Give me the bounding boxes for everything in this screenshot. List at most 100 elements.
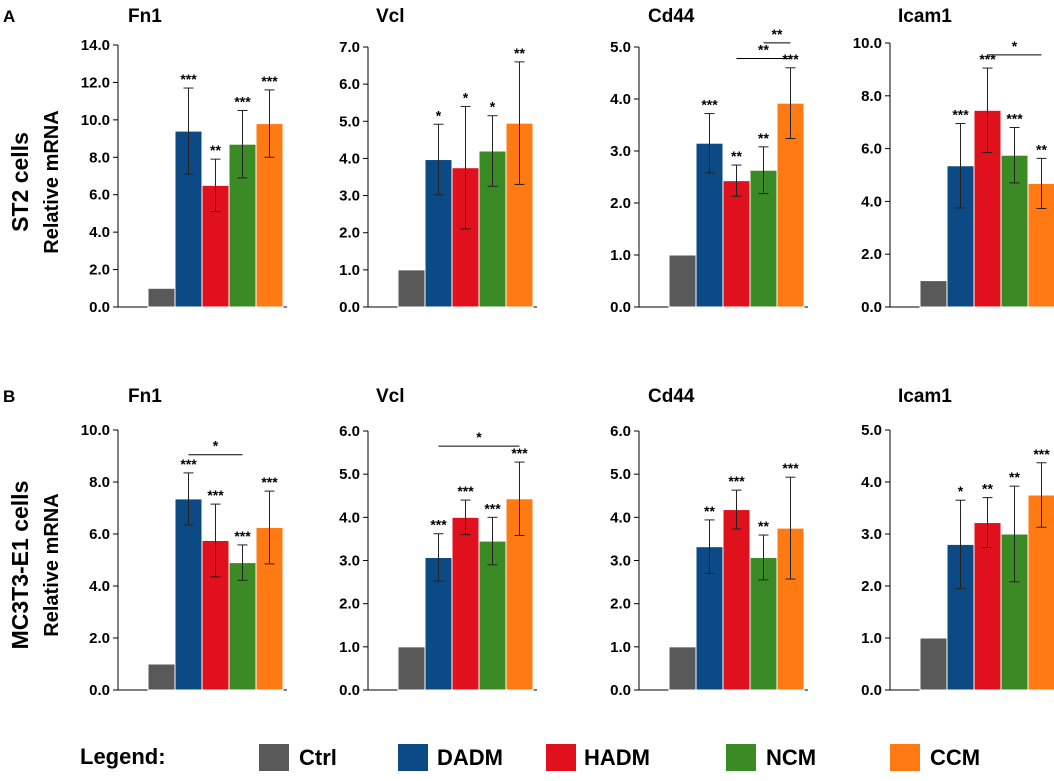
y-tick-label: 8.0 (89, 474, 110, 491)
legend-label-dadm: DADM (437, 745, 503, 770)
y-tick-label: 2.0 (339, 225, 360, 242)
y-tick-label: 0.0 (610, 299, 631, 316)
bar-hadm (722, 509, 751, 691)
bar-ctrl (668, 254, 697, 308)
legend-swatch-ccm (890, 744, 920, 771)
legend-title: Legend: (80, 744, 166, 769)
y-tick-label: 6.0 (861, 141, 882, 158)
y-tick-label: 0.0 (861, 299, 882, 316)
bar-ncm (228, 562, 257, 691)
significance-label: * (436, 107, 442, 123)
bracket-label: * (213, 438, 219, 454)
legend-swatch-hadm (546, 744, 576, 771)
chart-title: Fn1 (128, 6, 162, 27)
significance-label: *** (979, 51, 996, 67)
bracket-label: ** (772, 26, 783, 42)
bracket-label: * (1012, 38, 1018, 54)
chart-title: Vcl (376, 6, 405, 27)
bar-hadm (973, 522, 1002, 691)
y-label-a: Relative mRNA (41, 110, 63, 253)
y-tick-label: 0.0 (861, 682, 882, 699)
significance-label: *** (234, 528, 251, 544)
y-tick-label: 3.0 (339, 553, 360, 570)
legend: Legend: Ctrl DADM HADM NCM CCM (80, 744, 980, 771)
y-tick-label: 4.0 (610, 509, 631, 526)
significance-label: *** (1033, 446, 1050, 462)
significance-label: ** (758, 518, 769, 534)
bracket-label: ** (758, 41, 769, 57)
y-tick-label: 6.0 (339, 423, 360, 440)
bar-ctrl (147, 287, 176, 308)
y-tick-label: 6.0 (339, 76, 360, 93)
significance-label: *** (207, 487, 224, 503)
y-tick-label: 7.0 (339, 39, 360, 56)
y-tick-label: 6.0 (89, 187, 110, 204)
legend-swatch-dadm (398, 744, 428, 771)
significance-label: *** (952, 107, 969, 123)
bar-ncm (228, 143, 257, 308)
significance-label: *** (234, 94, 251, 110)
y-tick-label: 12.0 (81, 74, 110, 91)
chart-title: Icam1 (898, 386, 952, 407)
y-tick-label: 0.0 (89, 682, 110, 699)
significance-label: *** (728, 473, 745, 489)
y-tick-label: 3.0 (861, 526, 882, 543)
row-label-mc3t3: MC3T3-E1 cells (7, 481, 33, 650)
significance-label: ** (514, 45, 525, 61)
y-tick-label: 2.0 (339, 596, 360, 613)
bar-dadm (174, 498, 203, 691)
y-tick-label: 1.0 (339, 639, 360, 656)
significance-label: ** (758, 130, 769, 146)
panel-letter-b: B (3, 387, 15, 406)
bar-ctrl (668, 646, 697, 691)
y-tick-label: 1.0 (610, 639, 631, 656)
y-tick-label: 5.0 (861, 422, 882, 439)
significance-label: *** (782, 51, 799, 67)
legend-swatch-ncm (726, 744, 756, 771)
y-tick-label: 1.0 (861, 630, 882, 647)
significance-label: *** (430, 517, 447, 533)
y-tick-label: 8.0 (861, 88, 882, 105)
bar-ctrl (147, 663, 176, 691)
y-tick-label: 2.0 (861, 246, 882, 263)
significance-label: *** (261, 73, 278, 89)
y-tick-label: 4.0 (339, 509, 360, 526)
y-tick-label: 2.0 (610, 195, 631, 212)
panel-letter-a: A (3, 7, 15, 26)
significance-label: *** (1006, 110, 1023, 126)
y-tick-label: 0.0 (89, 299, 110, 316)
bar-hadm (201, 184, 230, 308)
legend-label-hadm: HADM (584, 745, 650, 770)
y-tick-label: 0.0 (339, 682, 360, 699)
y-tick-label: 0.0 (610, 682, 631, 699)
row-label-st2: ST2 cells (7, 132, 33, 232)
significance-label: ** (731, 148, 742, 164)
significance-label: *** (180, 71, 197, 87)
significance-label: ** (1036, 141, 1047, 157)
significance-label: ** (1009, 469, 1020, 485)
chart-title: Icam1 (898, 6, 952, 27)
significance-label: ** (704, 503, 715, 519)
y-tick-label: 10.0 (81, 422, 110, 439)
y-tick-label: 6.0 (610, 423, 631, 440)
y-tick-label: 1.0 (339, 262, 360, 279)
y-label-b: Relative mRNA (41, 493, 63, 636)
bar-ctrl (397, 646, 426, 691)
y-tick-label: 3.0 (339, 188, 360, 205)
significance-label: *** (457, 483, 474, 499)
y-tick-label: 0.0 (339, 299, 360, 316)
bar-ctrl (919, 280, 948, 308)
y-tick-label: 4.0 (610, 91, 631, 108)
y-tick-label: 5.0 (339, 466, 360, 483)
legend-label-ncm: NCM (766, 745, 816, 770)
legend-label-ctrl: Ctrl (299, 745, 337, 770)
significance-label: *** (782, 460, 799, 476)
significance-label: *** (484, 500, 501, 516)
significance-label: ** (210, 142, 221, 158)
